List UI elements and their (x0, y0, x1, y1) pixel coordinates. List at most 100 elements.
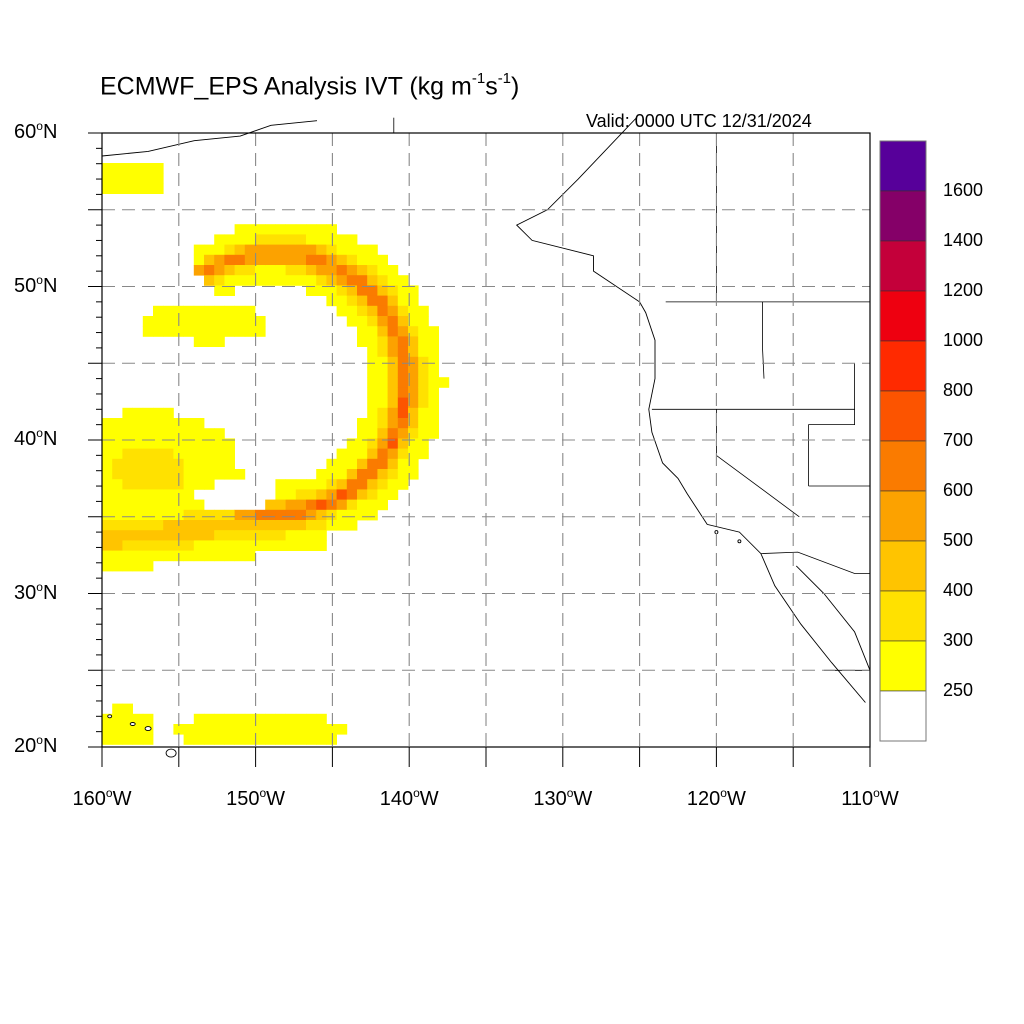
ivt-cell (387, 265, 399, 276)
colorbar-swatch (879, 290, 927, 342)
ivt-cell (367, 295, 378, 307)
ivt-cell (418, 418, 429, 429)
ivt-cell (102, 479, 113, 490)
ivt-cell (397, 469, 409, 480)
ivt-cell (275, 520, 286, 531)
ivt-cell (357, 428, 368, 439)
political-border (762, 301, 765, 379)
ivt-cell (285, 520, 297, 531)
ivt-cell (153, 469, 164, 480)
ivt-cell (408, 448, 419, 460)
ivt-cell (275, 509, 286, 521)
ivt-cell (112, 520, 123, 531)
ivt-cell (132, 163, 144, 174)
ivt-cell (418, 387, 429, 398)
ivt-cell (316, 509, 327, 521)
ivt-cell (122, 560, 133, 572)
ivt-cell (367, 367, 378, 378)
ivt-cell (153, 520, 164, 531)
ivt-cell (397, 418, 409, 429)
ivt-cell (387, 367, 399, 378)
map-title: ECMWF_EPS Analysis IVT (kg m-1s-1) (100, 70, 520, 101)
ivt-cell (234, 734, 246, 745)
ivt-cell (306, 509, 317, 521)
ivt-cell (142, 550, 154, 562)
ivt-cell (285, 254, 297, 266)
ivt-cell (183, 326, 195, 337)
ivt-cell (377, 275, 388, 286)
ivt-cell (295, 734, 307, 745)
ivt-cell (142, 316, 154, 327)
ivt-cell (367, 316, 378, 327)
ivt-cell (204, 438, 215, 449)
ivt-cell (295, 234, 307, 245)
ivt-cell (367, 326, 378, 337)
ivt-cell (163, 469, 174, 480)
ivt-cell (336, 265, 348, 276)
ivt-cell (397, 387, 409, 398)
ivt-cell (122, 428, 133, 439)
ivt-cell (377, 479, 388, 490)
ivt-cell (306, 254, 317, 266)
ivt-cell (234, 326, 246, 337)
ivt-cell (367, 336, 378, 347)
ivt-cell (418, 397, 429, 409)
ivt-cell (326, 469, 337, 480)
ivt-cell (183, 724, 195, 735)
ivt-cell (132, 509, 144, 521)
ivt-cell (193, 734, 205, 745)
ivt-cell (275, 265, 286, 276)
ivt-cell (214, 520, 225, 531)
ivt-cell (234, 550, 246, 562)
ivt-cell (295, 509, 307, 521)
ivt-cell (387, 387, 399, 398)
ivt-cell (112, 489, 123, 500)
ivt-cell (163, 479, 174, 490)
ivt-cell (275, 724, 286, 735)
ivt-cell (112, 183, 123, 194)
colorbar (879, 140, 927, 742)
ivt-cell (295, 224, 307, 235)
ivt-cell (367, 489, 378, 500)
ivt-cell (214, 326, 225, 337)
ivt-cell (224, 520, 235, 531)
ivt-cell (183, 540, 195, 551)
ivt-cell (234, 469, 246, 480)
ivt-cell (193, 499, 205, 511)
ivt-cell (316, 275, 327, 286)
ivt-cell (408, 295, 419, 307)
ivt-cell (244, 244, 256, 256)
ivt-cell (224, 305, 235, 317)
ivt-cell (306, 713, 317, 725)
ivt-cell (285, 234, 297, 245)
ivt-cell (418, 346, 429, 358)
ivt-cell (346, 479, 358, 490)
ivt-cell (112, 469, 123, 480)
ivt-cell (204, 265, 215, 276)
ivt-cell (306, 734, 317, 745)
ivt-cell (193, 550, 205, 562)
ivt-cell (224, 326, 235, 337)
ivt-cell (326, 724, 337, 735)
ivt-cell (224, 316, 235, 327)
ivt-cell (336, 520, 348, 531)
political-border (808, 363, 855, 486)
ivt-cell (377, 254, 388, 266)
ivt-cell (224, 724, 235, 735)
ivt-cell (214, 336, 225, 347)
ivt-cell (306, 234, 317, 245)
ivt-cell (183, 438, 195, 449)
ivt-cell (275, 734, 286, 745)
ivt-cell (295, 275, 307, 286)
ivt-cell (316, 234, 327, 245)
ivt-cell (357, 254, 368, 266)
ivt-cell (153, 509, 164, 521)
ivt-cell (367, 285, 378, 296)
ivt-cell (255, 540, 266, 551)
ivt-cell (357, 469, 368, 480)
ivt-cell (357, 418, 368, 429)
ivt-cell (255, 234, 266, 245)
ivt-cell (153, 418, 164, 429)
colorbar-swatch (879, 540, 927, 592)
ivt-cell (367, 356, 378, 368)
